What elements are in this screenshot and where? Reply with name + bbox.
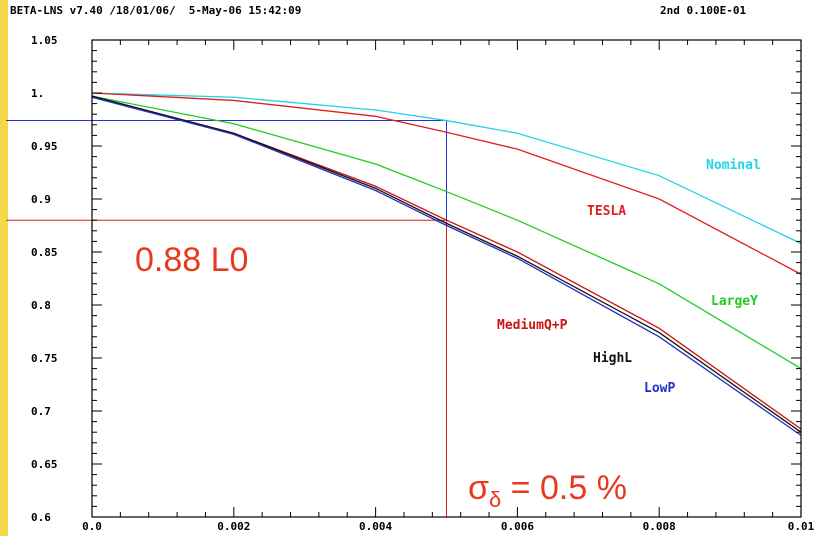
- series-label: LowP: [644, 381, 675, 396]
- y-tick-label: 0.6: [31, 511, 51, 524]
- y-tick-label: 0.9: [31, 193, 51, 206]
- ticks-group: [91, 39, 802, 518]
- y-tick-label: 1.05: [31, 34, 58, 47]
- series-labels-group: Nominal TESLA LargeY MediumQ+P HighL LowP: [497, 158, 761, 396]
- x-tick-label: 0.006: [501, 520, 534, 533]
- series-line-highl: [91, 95, 802, 433]
- series-line-nominal: [91, 92, 802, 245]
- y-tick-label: 0.7: [31, 405, 51, 418]
- series-line-tesla: [91, 92, 802, 275]
- y-tick-label: 0.85: [31, 246, 58, 259]
- annotations-group: 0.88 L0 σδ = 0.5 %: [135, 241, 627, 512]
- y-tick-label: 1.: [31, 87, 44, 100]
- series-label: HighL: [593, 351, 632, 366]
- x-tick-label: 0.004: [359, 520, 392, 533]
- tick-labels-group: 0.0 0.002 0.004 0.006 0.008 0.01 0.6 0.65 0.7 0.7…: [31, 34, 815, 533]
- energy-spread-annotation: σδ = 0.5 %: [468, 469, 627, 512]
- series-line-lowp: [91, 96, 802, 436]
- x-tick-label: 0.002: [217, 520, 250, 533]
- series-line-largey: [91, 95, 802, 370]
- series-lines-group: [91, 92, 802, 436]
- header-order-info: 2nd 0.100E-01: [660, 4, 747, 17]
- axes-group: [91, 39, 802, 518]
- y-tick-label: 0.95: [31, 140, 58, 153]
- plot-frame: [91, 39, 802, 518]
- luminosity-annotation: 0.88 L0: [135, 241, 248, 279]
- reference-lines-group: [6, 120, 447, 517]
- x-tick-label: 0.0: [82, 520, 102, 533]
- series-label: MediumQ+P: [497, 318, 568, 333]
- y-tick-label: 0.8: [31, 299, 51, 312]
- x-tick-label: 0.008: [643, 520, 676, 533]
- series-label: TESLA: [587, 204, 626, 219]
- y-tick-label: 0.65: [31, 458, 58, 471]
- x-tick-label: 0.01: [788, 520, 815, 533]
- y-tick-label: 0.75: [31, 352, 58, 365]
- series-label: LargeY: [711, 294, 758, 309]
- sidebar-strip: [0, 0, 8, 536]
- header-program-info: BETA-LNS v7.40 /18/01/06/ 5-May-06 15:42…: [10, 4, 302, 17]
- series-label: Nominal: [706, 158, 761, 173]
